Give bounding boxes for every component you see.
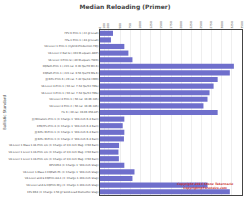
- svg-text:VA Level 1 Prim 1 (Hybrid-Prod: VA Level 1 Prim 1 (Hybrid-Production FMJ…: [44, 45, 98, 48]
- svg-text:VA Level 3 Prim Si (.40 M-squa: VA Level 3 Prim Si (.40 M-square TWO): [48, 59, 98, 62]
- svg-text:0: 0: [98, 26, 102, 28]
- svg-text:RPV1054 (3: Charge 1 '104-inch: RPV1054 (3: Charge 1 '104-inch Stag): [49, 164, 98, 167]
- svg-text:3000: 3000: [220, 21, 224, 28]
- svg-text:VA Level 1 Level 1-VA Prim x/x: VA Level 1 Level 1-VA Prim x/x (3: Charg…: [9, 158, 99, 161]
- svg-text:FPa-1 Prim 1 (.44 gr-Lead): FPa-1 Prim 1 (.44 gr-Lead): [65, 39, 99, 42]
- svg-text:750: 750: [128, 23, 132, 29]
- svg-text:FPV-6 Prim 1 (.22 gr-Lead): FPV-6 Prim 1 (.22 gr-Lead): [65, 32, 99, 35]
- svg-text:2500: 2500: [199, 21, 203, 28]
- svg-text:VA Level 1 Level 1-VA Prim x/x: VA Level 1 Level 1-VA Prim x/x (3: Charg…: [9, 151, 99, 154]
- svg-text:VA Level 4-Prim 1 (.50 cal. 7-: VA Level 4-Prim 1 (.50 cal. 7-54 fps/53 …: [41, 85, 98, 88]
- svg-text:JJJ Rifle M-Prim 1 (3: Charge: JJJ Rifle M-Prim 1 (3: Charge 1 '104-inc…: [34, 131, 99, 134]
- svg-text:VA Level 4 Prim 2 (.50 cal. 10: VA Level 4 Prim 2 (.50 cal. 10-06.385): [49, 105, 98, 108]
- svg-text:3250: 3250: [230, 21, 234, 28]
- svg-text:EQPath-Prim 1 (.223 cal. 0.36: EQPath-Prim 1 (.223 cal. 0.36 fps/70 MH-…: [43, 65, 99, 68]
- svg-text:EPR/FPv-Prm 4 (3: Charge 1 '10: EPR/FPv-Prm 4 (3: Charge 1 '104-inch R-4…: [37, 125, 98, 128]
- svg-text:100: 100: [102, 23, 106, 29]
- svg-text:EQPath-Prim 1 (.223 cal. 0.56: EQPath-Prim 1 (.223 cal. 0.56 fps/70 MS-…: [43, 72, 98, 75]
- svg-text:VA Level 4 Prim 1 (.50 cal. 10: VA Level 4 Prim 1 (.50 cal. 10-06.385): [49, 98, 98, 101]
- svg-text:1750: 1750: [169, 21, 173, 28]
- svg-text:VA Level and-S EQPrim M/y (3:: VA Level and-S EQPrim M/y (3: Charge 3-1…: [26, 184, 98, 187]
- svg-text:Median Reloading (Primer): Median Reloading (Primer): [80, 3, 171, 11]
- svg-text:JJJ Rifle M-Prim 3 (3: Charge: JJJ Rifle M-Prim 3 (3: Charge 2 '104-inc…: [34, 138, 99, 141]
- svg-text:Copyright 2014 Stone Tabernacl: Copyright 2014 Stone TabernacleCopyright…: [177, 182, 233, 190]
- svg-text:VA Level 1-Mass 3 EQPath PC (3: VA Level 1-Mass 3 EQPath PC (3: Charge 1…: [23, 171, 98, 174]
- svg-text:1250: 1250: [149, 21, 153, 28]
- svg-text:2750: 2750: [209, 21, 213, 28]
- svg-text:VA Level 2 Ball Si (.303 M-squ: VA Level 2 Ball Si (.303 M-square AWP): [48, 52, 98, 55]
- svg-text:3500: 3500: [240, 21, 244, 28]
- svg-text:500: 500: [118, 23, 122, 29]
- svg-text:1000: 1000: [138, 21, 142, 28]
- svg-text:JJJ Miniature-Prm 1 (3: Charge: JJJ Miniature-Prm 1 (3: Charge 1 '104-in…: [31, 118, 98, 121]
- svg-text:1500: 1500: [159, 21, 163, 28]
- svg-text:EPx D64 (3: Charge 3.50 gr Sol: EPx D64 (3: Charge 3.50 gr Solid-Lead Bi…: [27, 191, 98, 194]
- svg-text:VA Level and-S EQPrim AA-1 (3:: VA Level and-S EQPrim AA-1 (3: Charge 1-…: [25, 177, 99, 180]
- svg-text:VA Level 1 Mass 1-VA Prim x/x: VA Level 1 Mass 1-VA Prim x/x (3: Charge…: [9, 144, 99, 147]
- svg-text:VA Level 3-Prim 1 (.50 cal. 7-: VA Level 3-Prim 1 (.50 cal. 7-54 fps/53 …: [41, 92, 98, 95]
- svg-text:200: 200: [106, 23, 110, 29]
- svg-text:JJJ Rifle Prim 6 (.20 cal. 7-4: JJJ Rifle Prim 6 (.20 cal. 7-42 fps/18 H…: [44, 78, 98, 81]
- svg-text:Flv 6 (.30 cal. 30-06 X50-AP): Flv 6 (.30 cal. 30-06 X50-AP): [61, 111, 98, 114]
- svg-text:Ballistic Standard: Ballistic Standard: [2, 95, 7, 130]
- svg-text:2000: 2000: [179, 21, 183, 28]
- svg-text:2250: 2250: [189, 21, 193, 28]
